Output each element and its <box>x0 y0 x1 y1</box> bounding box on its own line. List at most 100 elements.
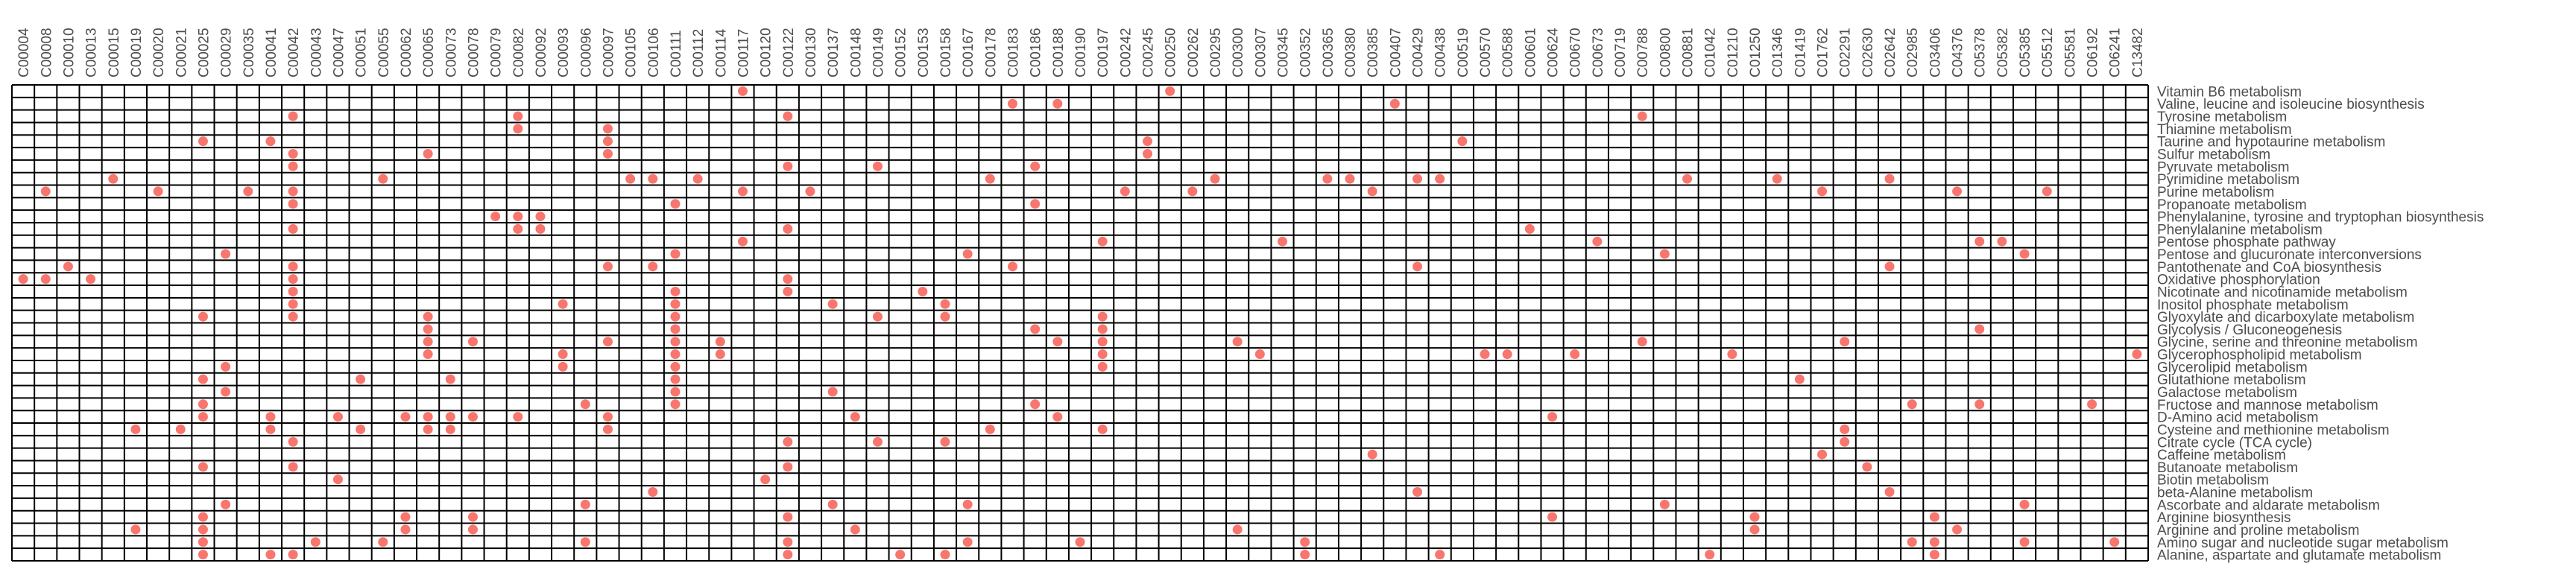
data-point <box>827 499 838 509</box>
data-point <box>198 462 208 472</box>
data-point <box>783 550 793 560</box>
data-point <box>198 136 208 147</box>
data-point <box>1907 537 1917 547</box>
column-label: C02630 <box>1860 28 1876 77</box>
column-label: C00188 <box>1051 28 1067 77</box>
column-label: C00167 <box>961 28 976 77</box>
row-label: Glycine, serine and threonine metabolism <box>2157 335 2418 351</box>
column-label: C00158 <box>938 28 954 77</box>
row-label: Alanine, aspartate and glutamate metabol… <box>2157 548 2441 564</box>
column-label: C00097 <box>601 28 616 77</box>
data-point <box>1097 337 1108 347</box>
data-point <box>1030 324 1041 334</box>
data-point <box>2042 186 2052 197</box>
column-label: C00250 <box>1164 28 1179 77</box>
data-point <box>1524 223 1535 234</box>
data-point <box>175 424 186 434</box>
data-point <box>1907 399 1917 410</box>
data-point <box>1570 349 1580 360</box>
data-point <box>1637 111 1647 121</box>
data-point <box>783 223 793 234</box>
data-point <box>400 512 411 522</box>
data-point <box>1547 412 1558 422</box>
column-label: C00043 <box>309 28 324 77</box>
column-label: C00262 <box>1186 28 1202 77</box>
data-point <box>378 174 388 184</box>
column-label: C00122 <box>781 28 797 77</box>
data-point <box>1030 199 1041 209</box>
column-label: C00242 <box>1118 28 1134 77</box>
column-label: C00025 <box>196 28 212 77</box>
column-label: C00300 <box>1231 28 1246 77</box>
data-point <box>760 474 771 485</box>
data-point <box>1592 236 1603 247</box>
column-label: C00106 <box>646 28 662 77</box>
row-label: Vitamin B6 metabolism <box>2157 84 2302 100</box>
data-point <box>400 412 411 422</box>
row-label: Nicotinate and nicotinamide metabolism <box>2157 285 2408 300</box>
column-label: C00670 <box>1568 28 1584 77</box>
row-label: Glyoxylate and dicarboxylate metabolism <box>2157 310 2414 325</box>
column-label: C00019 <box>129 28 145 77</box>
data-point <box>423 148 433 159</box>
row-label: Thiamine metabolism <box>2157 122 2292 138</box>
data-point <box>1952 524 1963 535</box>
column-label: C00788 <box>1635 28 1651 77</box>
data-point <box>1952 186 1963 197</box>
data-point <box>1682 174 1693 184</box>
data-point <box>288 550 298 560</box>
data-point <box>1232 337 1243 347</box>
column-label: C01762 <box>1816 28 1831 77</box>
data-point <box>198 512 208 522</box>
data-point <box>872 311 883 322</box>
row-label: Phenylalanine metabolism <box>2157 222 2323 238</box>
data-point <box>872 436 883 447</box>
data-point <box>378 537 388 547</box>
row-label: Cysteine and methionine metabolism <box>2157 422 2390 438</box>
data-point <box>310 537 321 547</box>
data-point <box>1929 550 1939 560</box>
data-point <box>198 524 208 535</box>
column-label: C00112 <box>691 29 707 77</box>
column-label: C06241 <box>2108 28 2124 77</box>
column-label: C00051 <box>354 28 370 77</box>
column-label: C00186 <box>1029 28 1044 77</box>
data-point <box>1659 499 1670 509</box>
column-label: C02985 <box>1905 28 1921 77</box>
data-point <box>332 474 343 485</box>
column-label: C13482 <box>2130 28 2146 77</box>
column-label: C00345 <box>1276 28 1292 77</box>
column-label: C00190 <box>1073 28 1089 77</box>
column-label: C00149 <box>871 28 886 77</box>
row-label: Galactose metabolism <box>2157 385 2297 401</box>
data-point <box>1345 174 1355 184</box>
data-point <box>1884 261 1895 272</box>
column-label: C00047 <box>331 28 347 77</box>
column-label: C00519 <box>1456 28 1471 77</box>
data-point <box>1097 349 1108 360</box>
data-point <box>1974 236 1985 247</box>
data-point <box>670 349 681 360</box>
column-label: C00152 <box>894 28 909 77</box>
data-point <box>1097 324 1108 334</box>
row-label: Fructose and mannose metabolism <box>2157 398 2378 413</box>
data-point <box>467 512 478 522</box>
data-point <box>940 311 950 322</box>
data-point <box>1637 337 1647 347</box>
data-point <box>2019 249 2030 259</box>
data-point <box>580 537 590 547</box>
data-point <box>423 337 433 347</box>
column-label: C00114 <box>713 28 729 77</box>
data-point <box>805 186 815 197</box>
data-point <box>1097 424 1108 434</box>
data-point <box>783 286 793 296</box>
column-label: C00673 <box>1591 28 1606 77</box>
column-label: C00041 <box>264 28 280 77</box>
data-point <box>670 286 681 296</box>
column-label: C01042 <box>1703 28 1719 77</box>
data-point <box>1974 399 1985 410</box>
row-label: Butanoate metabolism <box>2157 460 2298 476</box>
data-point <box>985 424 995 434</box>
column-label: C00035 <box>242 28 257 77</box>
